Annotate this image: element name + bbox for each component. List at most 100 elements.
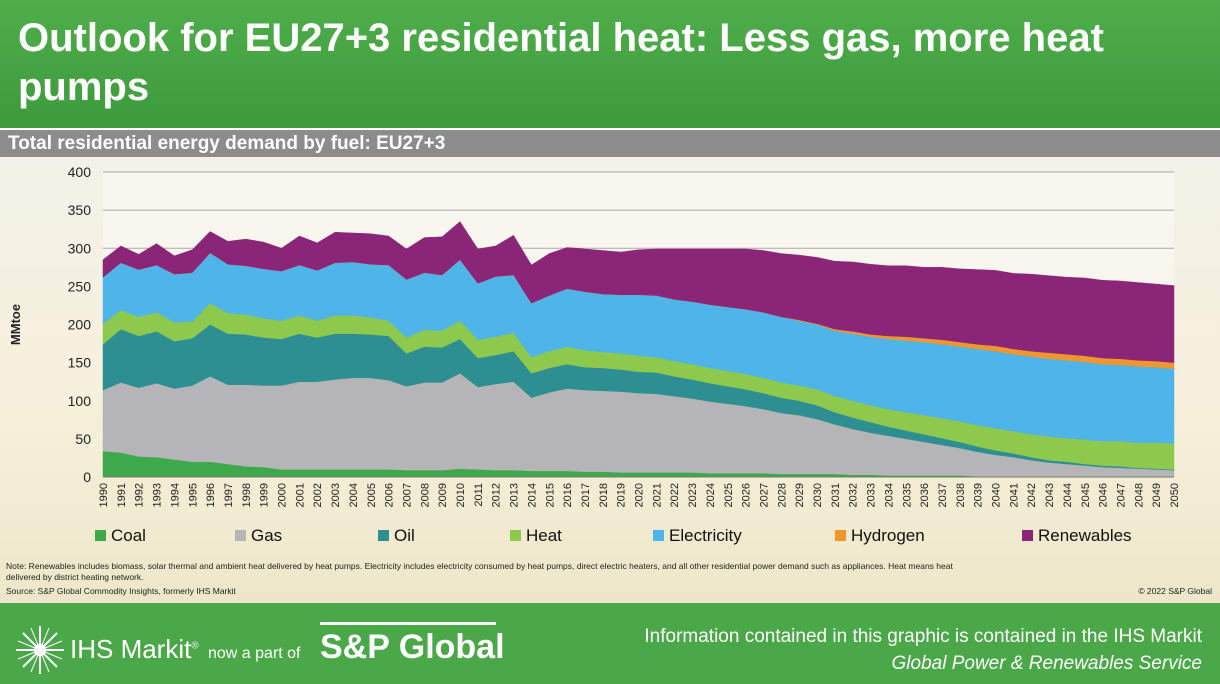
x-tick-label: 2020 — [634, 483, 646, 507]
x-tick-label: 1990 — [98, 483, 110, 507]
x-tick-label: 1999 — [259, 483, 271, 507]
ihs-markit-brand: IHS Markit® — [70, 634, 199, 665]
x-tick-label: 1997 — [223, 483, 235, 507]
x-tick-label: 2009 — [437, 483, 449, 507]
x-tick-label: 2032 — [848, 483, 860, 507]
x-tick-label: 2042 — [1026, 483, 1038, 507]
x-tick-label: 2000 — [277, 483, 289, 507]
legend-label-heat: Heat — [526, 526, 562, 545]
x-tick-label: 2030 — [812, 483, 824, 507]
x-tick-label: 2024 — [705, 483, 717, 507]
x-tick-label: 1991 — [116, 483, 128, 507]
x-tick-label: 2004 — [348, 483, 360, 507]
x-tick-label: 2040 — [991, 483, 1003, 507]
legend-label-electricity: Electricity — [669, 526, 742, 545]
x-tick-label: 2049 — [1151, 483, 1163, 507]
area-renewables — [102, 221, 1175, 363]
header-banner: Outlook for EU27+3 residential heat: Les… — [0, 0, 1220, 128]
info-line-2: Global Power & Renewables Service — [891, 653, 1203, 674]
legend-label-hydrogen: Hydrogen — [851, 526, 925, 545]
legend-label-gas: Gas — [251, 526, 282, 545]
x-tick-label: 2026 — [741, 483, 753, 507]
x-tick-label: 2029 — [794, 483, 806, 507]
legend-swatch-renewables — [1022, 530, 1033, 541]
y-tick-label: 300 — [68, 240, 92, 256]
x-tick-label: 1993 — [152, 483, 164, 507]
x-tick-label: 2039 — [973, 483, 985, 507]
x-tick-label: 2045 — [1080, 483, 1092, 507]
x-tick-label: 2044 — [1062, 483, 1074, 507]
x-tick-label: 2010 — [455, 483, 467, 507]
x-tick-label: 2016 — [562, 483, 574, 507]
y-axis: 0 50 100 150 200 250 300 350 400 MMtoe — [8, 164, 91, 485]
x-tick-label: 1992 — [134, 483, 146, 507]
x-tick-label: 2003 — [330, 483, 342, 507]
y-tick-label: 0 — [83, 469, 91, 485]
x-tick-label: 1996 — [205, 483, 217, 507]
footer-banner — [0, 603, 1220, 684]
x-tick-label: 2034 — [883, 483, 895, 507]
chart-legend: Coal Gas Oil Heat Electricity Hydrogen Renewab… — [95, 526, 1132, 545]
ihs-markit-logo-icon — [16, 626, 64, 674]
x-tick-label: 2041 — [1008, 483, 1020, 507]
x-tick-label: 2050 — [1169, 483, 1181, 507]
x-tick-label: 2022 — [669, 483, 681, 507]
registered-mark: ® — [191, 640, 199, 652]
x-tick-label: 2017 — [580, 483, 592, 507]
y-tick-label: 400 — [68, 164, 92, 180]
x-tick-label: 2007 — [401, 483, 413, 507]
y-tick-label: 200 — [68, 317, 92, 333]
y-tick-label: 100 — [68, 393, 92, 409]
x-tick-label: 2014 — [526, 483, 538, 507]
y-axis-label: MMtoe — [8, 304, 23, 345]
x-tick-label: 2038 — [955, 483, 967, 507]
x-tick-label: 2035 — [901, 483, 913, 507]
x-axis: 1990 1991 1992 1993 1994 1995 1996 1997 1998 1999… — [98, 476, 1181, 507]
x-tick-label: 2015 — [544, 483, 556, 507]
spg-logo-line — [320, 622, 496, 625]
legend-label-coal: Coal — [111, 526, 146, 545]
page-title: Outlook for EU27+3 residential heat: Les… — [18, 16, 1104, 109]
legend-swatch-heat — [510, 530, 521, 541]
x-tick-label: 2023 — [687, 483, 699, 507]
legend-swatch-coal — [95, 530, 106, 541]
y-tick-label: 50 — [75, 431, 91, 447]
chart-note: Note: Renewables includes biomass, solar… — [6, 561, 953, 582]
x-tick-label: 2002 — [312, 483, 324, 507]
x-tick-label: 2031 — [830, 483, 842, 507]
x-tick-label: 2028 — [776, 483, 788, 507]
x-tick-label: 2001 — [294, 483, 306, 507]
legend-swatch-hydrogen — [835, 530, 846, 541]
x-tick-label: 2046 — [1098, 483, 1110, 507]
x-tick-label: 2013 — [509, 483, 521, 507]
legend-swatch-gas — [235, 530, 246, 541]
legend-swatch-electricity — [653, 530, 664, 541]
x-tick-label: 2008 — [419, 483, 431, 507]
y-tick-label: 250 — [68, 278, 92, 294]
chart-title: Total residential energy demand by fuel:… — [8, 133, 446, 154]
legend-swatch-oil — [378, 530, 389, 541]
part-of-text: now a part of — [208, 645, 301, 662]
y-tick-label: 150 — [68, 355, 92, 371]
x-tick-label: 2043 — [1044, 483, 1056, 507]
chart-source: Source: S&P Global Commodity Insights, f… — [6, 586, 236, 596]
x-tick-label: 1994 — [169, 483, 181, 507]
x-tick-label: 1998 — [241, 483, 253, 507]
x-tick-label: 2018 — [598, 483, 610, 507]
x-tick-label: 2037 — [937, 483, 949, 507]
ihs-brand-text: IHS Markit — [70, 634, 192, 664]
x-tick-label: 2025 — [723, 483, 735, 507]
x-tick-label: 2036 — [919, 483, 931, 507]
x-tick-label: 2027 — [758, 483, 770, 507]
chart-areas — [102, 221, 1175, 478]
copyright: © 2022 S&P Global — [1138, 586, 1212, 596]
x-tick-label: 2048 — [1133, 483, 1145, 507]
x-tick-label: 2019 — [616, 483, 628, 507]
x-tick-label: 2021 — [651, 483, 663, 507]
x-tick-label: 2006 — [384, 483, 396, 507]
chart-title-bar: Total residential energy demand by fuel:… — [0, 130, 1220, 157]
legend-label-oil: Oil — [394, 526, 415, 545]
x-tick-label: 2011 — [473, 483, 485, 507]
info-line-1: Information contained in this graphic is… — [644, 626, 1202, 647]
